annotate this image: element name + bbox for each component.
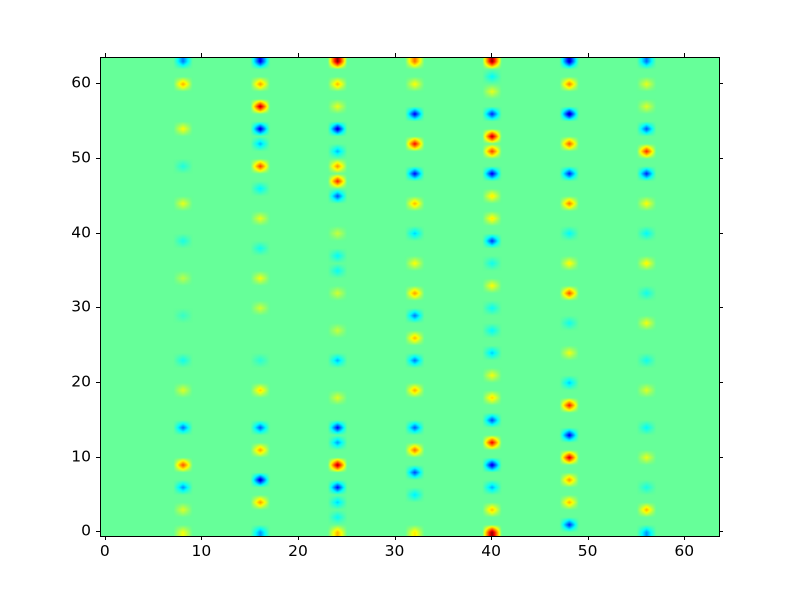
y-tick-label: 40 (71, 222, 91, 241)
y-tick-mark-right (719, 531, 723, 533)
x-tick-label: 30 (384, 542, 405, 560)
x-tick-mark-top (104, 53, 106, 57)
x-tick-mark (587, 536, 589, 540)
y-tick-label: 30 (71, 297, 91, 316)
x-tick-mark-top (684, 53, 686, 57)
x-tick-mark (394, 536, 396, 540)
y-tick-mark-right (719, 307, 723, 309)
y-tick-label: 50 (71, 148, 91, 167)
heatmap-image (101, 58, 719, 536)
y-tick-mark-right (719, 232, 723, 234)
x-tick-label: 40 (481, 542, 501, 560)
heatmap-axes (100, 57, 720, 537)
y-tick-mark (96, 456, 100, 458)
y-tick-label: 0 (81, 521, 91, 540)
y-tick-mark (96, 157, 100, 159)
x-tick-label: 50 (577, 542, 598, 560)
x-tick-label: 0 (99, 542, 110, 560)
x-tick-label: 10 (191, 542, 212, 560)
x-tick-mark-top (201, 53, 203, 57)
y-tick-mark (96, 307, 100, 309)
x-tick-mark (684, 536, 686, 540)
y-tick-mark-right (719, 456, 723, 458)
y-tick-mark (96, 232, 100, 234)
y-tick-mark (96, 531, 100, 533)
y-tick-mark-right (719, 157, 723, 159)
x-tick-mark (104, 536, 106, 540)
y-tick-label: 60 (71, 73, 91, 92)
y-tick-label: 20 (71, 372, 91, 391)
x-tick-label: 20 (288, 542, 308, 560)
x-tick-mark-top (394, 53, 396, 57)
y-tick-label: 10 (71, 446, 91, 465)
y-tick-mark (96, 83, 100, 85)
x-tick-mark-top (587, 53, 589, 57)
y-tick-mark (96, 381, 100, 383)
x-tick-mark (491, 536, 493, 540)
y-tick-mark-right (719, 83, 723, 85)
x-tick-mark (297, 536, 299, 540)
y-tick-mark-right (719, 381, 723, 383)
x-tick-mark-top (491, 53, 493, 57)
x-tick-label: 60 (674, 542, 695, 560)
x-tick-mark-top (297, 53, 299, 57)
x-tick-mark (201, 536, 203, 540)
